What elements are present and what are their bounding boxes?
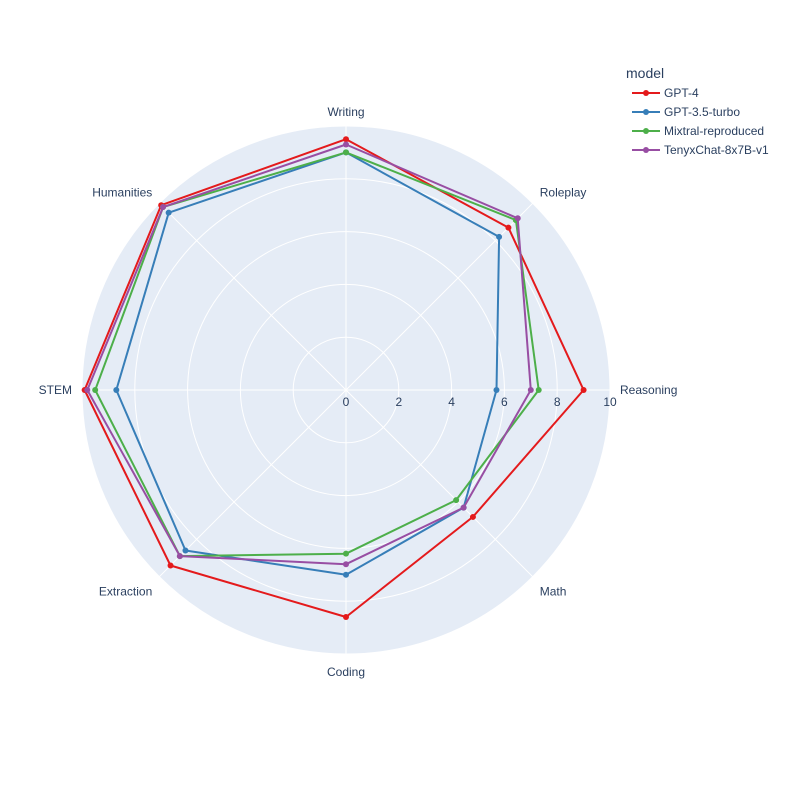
series-point-tenyxchat-8x7b-v1 [514,215,521,222]
series-point-gpt-3-5-turbo [343,571,349,578]
series-layer [81,136,587,621]
axis-label-math: Math [540,585,567,599]
series-point-mixtral-reproduced [92,387,99,393]
axis-label-roleplay: Roleplay [540,185,587,199]
series-point-mixtral-reproduced [343,550,349,557]
grid-spoke [158,389,347,578]
series-tenyxchat-8x7b-v1 [84,141,534,568]
radial-tick-label: 2 [395,395,402,409]
series-point-gpt-3-5-turbo [496,233,503,240]
radial-tick-label: 8 [554,395,561,409]
series-point-mixtral-reproduced [343,149,349,156]
legend-item-mixtral-reproduced[interactable]: Mixtral-reproduced [632,124,764,138]
series-point-gpt-3-5-turbo [493,387,500,393]
series-point-mixtral-reproduced [453,497,460,504]
axis-label-reasoning: Reasoning [620,383,677,397]
legend-item-tenyxchat-8x7b-v1[interactable]: TenyxChat-8x7B-v1 [632,143,769,157]
series-point-gpt-4 [343,614,349,621]
series-point-gpt-4 [580,387,587,393]
grid-spoke [345,389,534,578]
series-point-mixtral-reproduced [535,387,542,393]
axis-label-stem: STEM [39,383,72,397]
axis-label-extraction: Extraction [99,585,152,599]
legend-label: GPT-3.5-turbo [664,105,740,119]
series-point-gpt-3-5-turbo [165,209,172,216]
grid-spoke [345,202,534,391]
series-point-tenyxchat-8x7b-v1 [460,504,467,511]
series-point-tenyxchat-8x7b-v1 [176,553,183,560]
legend-item-gpt-4[interactable]: GPT-4 [632,86,699,100]
series-point-gpt-4 [505,224,512,231]
series-point-tenyxchat-8x7b-v1 [160,204,167,211]
series-point-gpt-4 [469,513,476,520]
radial-tick-label: 10 [603,395,617,409]
legend-item-gpt-3-5-turbo[interactable]: GPT-3.5-turbo [632,105,740,119]
series-point-tenyxchat-8x7b-v1 [343,561,349,568]
legend-swatch-marker [643,147,649,153]
legend-swatch-marker [643,128,649,134]
legend-title: model [626,65,664,81]
legend-label: TenyxChat-8x7B-v1 [664,143,769,157]
legend-swatch-marker [643,90,649,96]
legend[interactable]: model GPT-4 GPT-3.5-turbo Mixtral-reproduc… [626,65,769,157]
radial-tick-labels: 0 2 4 6 8 10 [343,395,617,409]
angular-axis-labels: Writing Roleplay Reasoning Math Coding Extrac… [39,105,678,679]
axis-label-humanities: Humanities [92,185,152,199]
series-point-tenyxchat-8x7b-v1 [84,387,91,393]
axis-label-writing: Writing [327,105,364,119]
legend-label: Mixtral-reproduced [664,124,764,138]
radial-tick-label: 6 [501,395,508,409]
series-point-tenyxchat-8x7b-v1 [343,141,349,148]
series-point-tenyxchat-8x7b-v1 [527,387,534,393]
legend-swatch-marker [643,109,649,115]
grid-spoke [158,202,347,391]
polar-grid [81,125,611,655]
legend-label: GPT-4 [664,86,699,100]
radial-tick-label: 0 [343,395,350,409]
radial-tick-label: 4 [448,395,455,409]
series-point-gpt-4 [343,136,349,143]
series-point-gpt-3-5-turbo [113,387,120,393]
axis-label-coding: Coding [327,665,365,679]
series-point-gpt-4 [167,562,174,569]
series-point-gpt-3-5-turbo [182,547,189,554]
